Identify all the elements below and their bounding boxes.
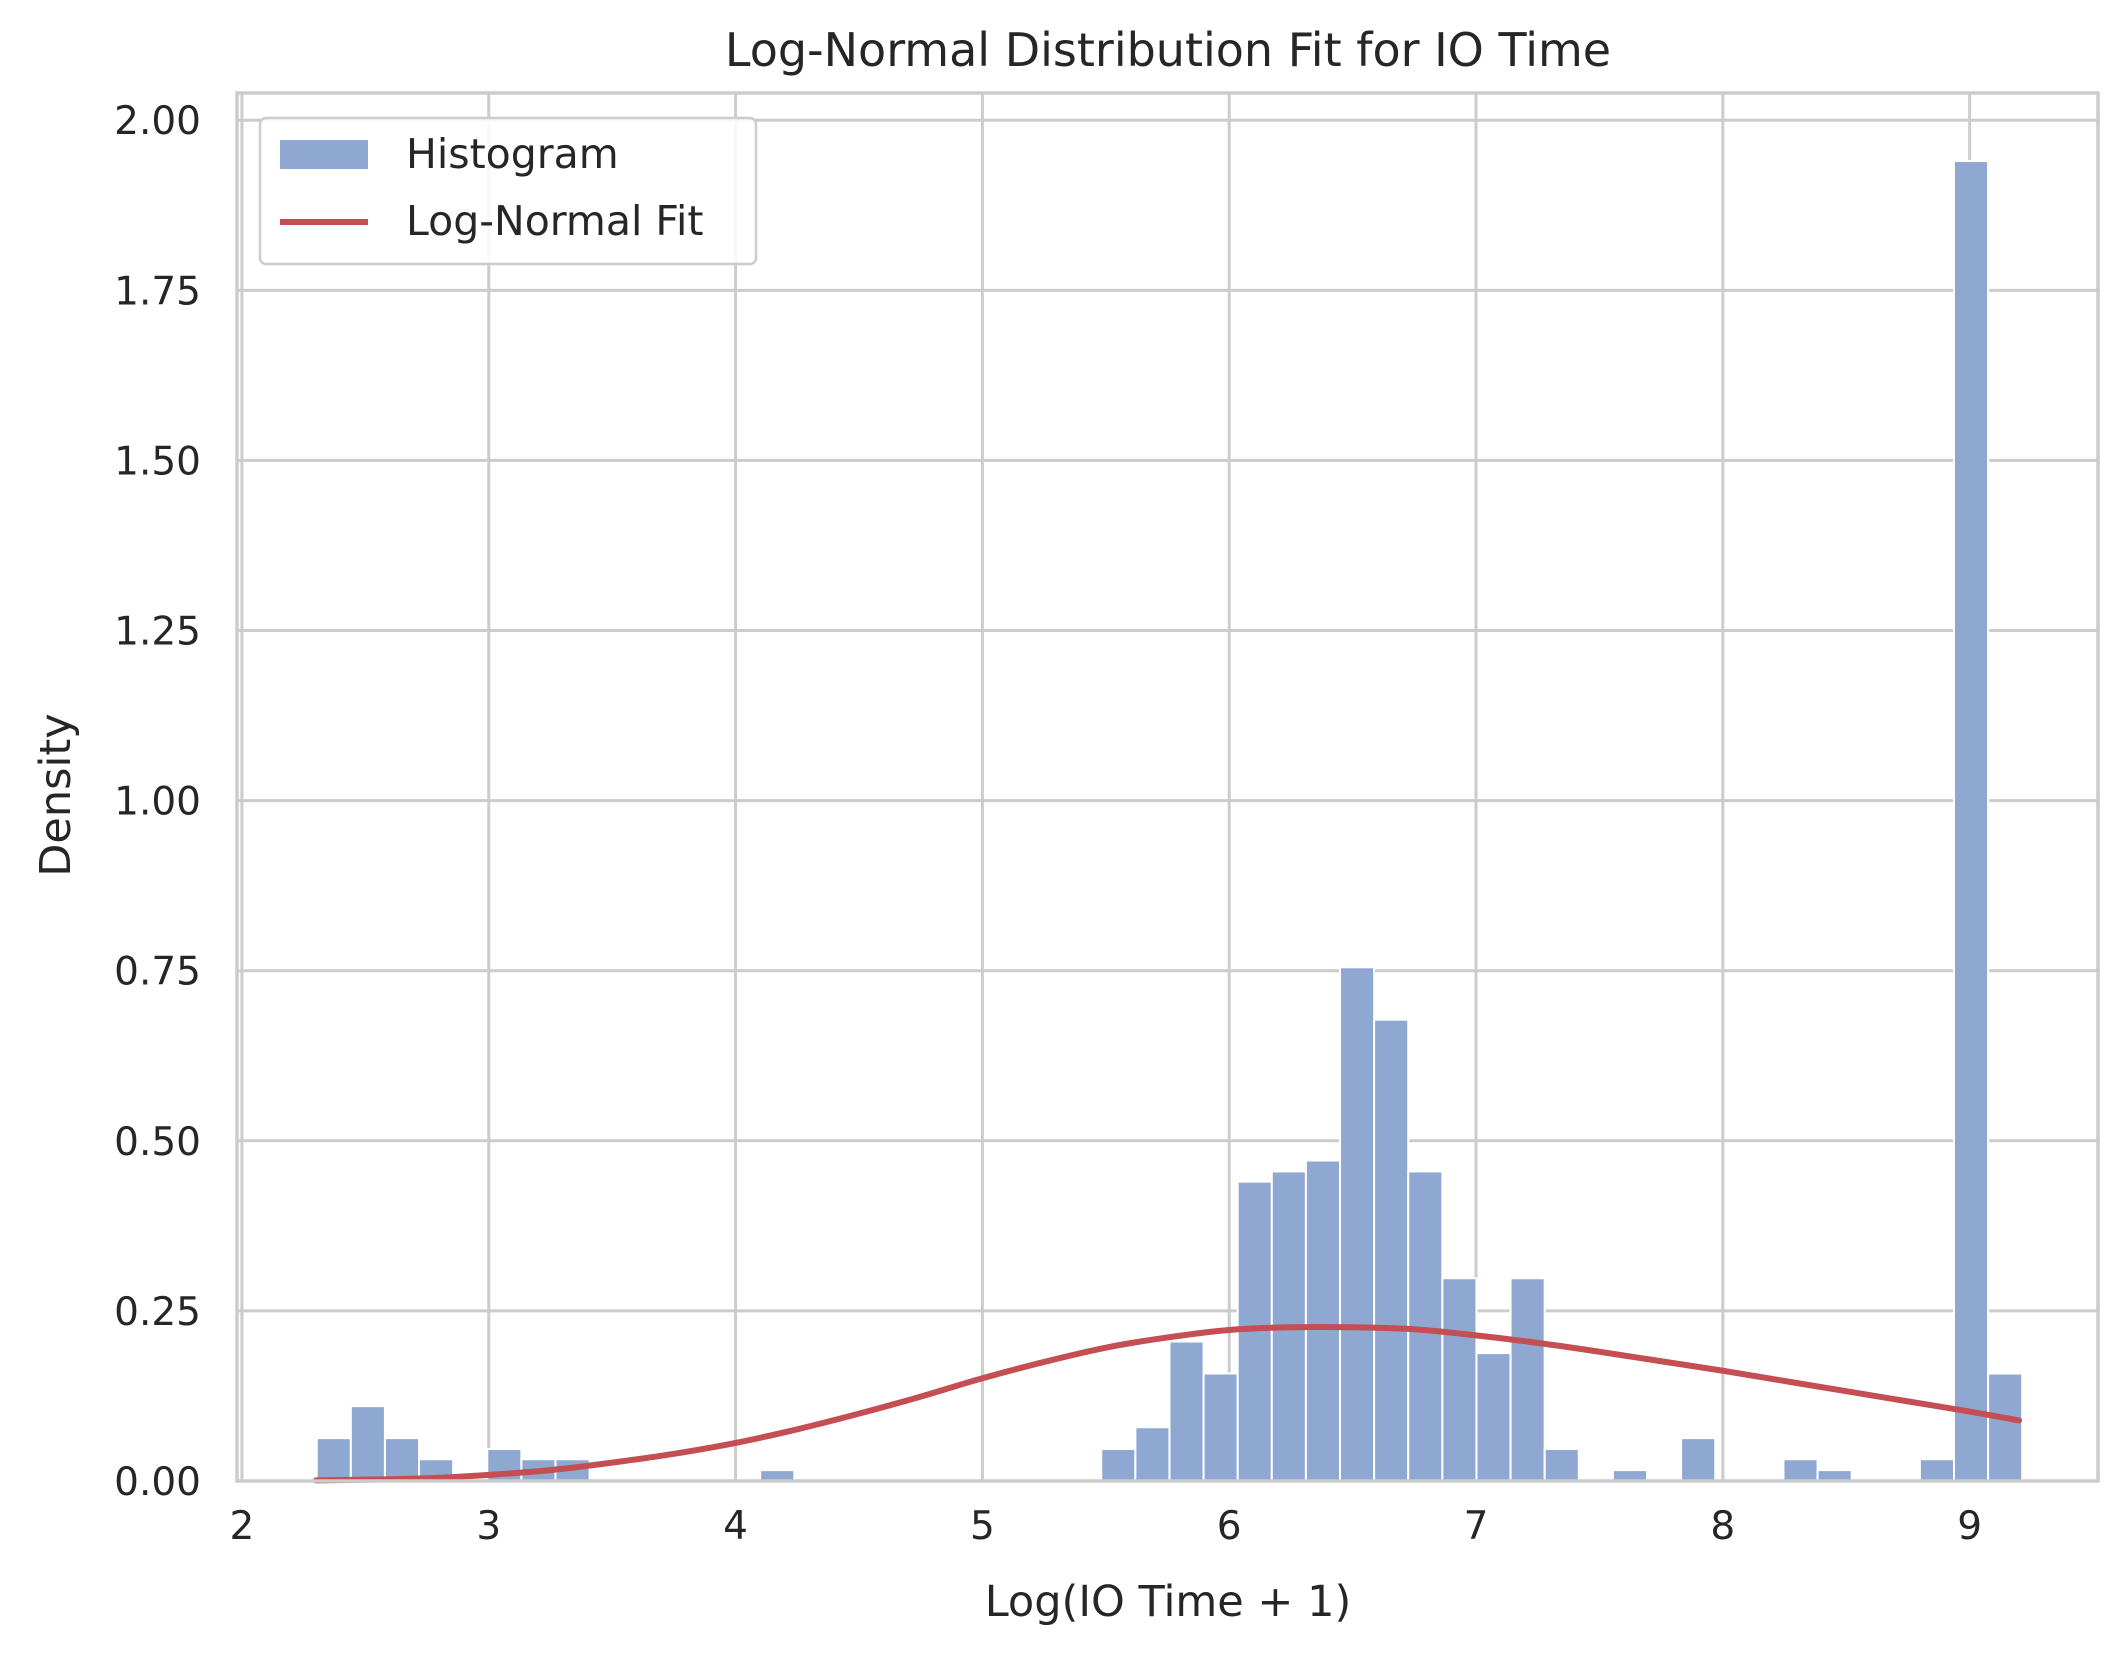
x-tick-label: 2 bbox=[230, 1504, 255, 1549]
legend-box bbox=[258, 116, 758, 266]
histogram-bar bbox=[1953, 160, 1990, 1483]
y-tick-label: 1.25 bbox=[114, 610, 201, 655]
x-tick-label: 8 bbox=[1710, 1504, 1735, 1549]
plot-frame bbox=[235, 91, 2100, 1483]
x-tick-label: 4 bbox=[723, 1504, 748, 1549]
histogram-bar bbox=[315, 1437, 352, 1482]
histogram-bar bbox=[1680, 1437, 1717, 1482]
histogram-bar bbox=[1134, 1426, 1171, 1483]
legend-histogram-label: Histogram bbox=[406, 130, 619, 178]
histogram-bar bbox=[1918, 1458, 1956, 1482]
histogram-bar bbox=[1373, 1018, 1410, 1482]
legend: Histogram Log-Normal Fit bbox=[258, 116, 758, 266]
x-tick-label: 3 bbox=[476, 1504, 501, 1549]
y-tick-label: 1.00 bbox=[114, 780, 201, 825]
y-tick-label: 0.25 bbox=[114, 1290, 201, 1335]
x-tick-label: 9 bbox=[1957, 1504, 1982, 1549]
histogram-bar bbox=[1168, 1340, 1205, 1483]
histogram-bar bbox=[1339, 966, 1376, 1482]
y-tick-labels: 0.00 0.25 0.50 0.75 1.00 1.25 1.50 1.75 2.00 bbox=[114, 99, 201, 1505]
x-tick-label: 7 bbox=[1464, 1504, 1489, 1549]
legend-histogram-swatch bbox=[280, 140, 368, 169]
x-axis-label: Log(IO Time + 1) bbox=[985, 1577, 1352, 1627]
histogram-bar bbox=[1987, 1372, 2024, 1483]
histogram-bar bbox=[1475, 1352, 1512, 1483]
histogram-bar bbox=[1509, 1277, 1546, 1483]
histogram-bar bbox=[349, 1405, 386, 1482]
histogram-bar bbox=[1782, 1458, 1819, 1482]
chart-title: Log-Normal Distribution Fit for IO Time bbox=[725, 23, 1611, 77]
y-tick-label: 0.75 bbox=[114, 950, 201, 995]
x-tick-label: 5 bbox=[970, 1504, 995, 1549]
y-tick-label: 1.75 bbox=[114, 269, 201, 314]
y-tick-label: 1.50 bbox=[114, 439, 201, 484]
histogram-bar bbox=[1202, 1372, 1239, 1483]
histogram-bar bbox=[383, 1437, 421, 1482]
y-tick-label: 0.50 bbox=[114, 1120, 201, 1165]
y-tick-label: 0.00 bbox=[114, 1460, 201, 1505]
fit-series-line bbox=[312, 1323, 2023, 1484]
x-tick-labels: 2 3 4 5 6 7 8 9 bbox=[230, 1504, 1983, 1549]
y-axis-label: Density bbox=[31, 713, 81, 876]
x-tick-label: 6 bbox=[1217, 1504, 1242, 1549]
histogram-bar bbox=[1100, 1448, 1137, 1483]
histogram-bar bbox=[1543, 1448, 1580, 1483]
y-tick-label: 2.00 bbox=[114, 99, 201, 144]
legend-fit-label: Log-Normal Fit bbox=[406, 197, 703, 245]
histogram-bar bbox=[1441, 1277, 1478, 1483]
histogram-bar bbox=[1304, 1159, 1342, 1482]
